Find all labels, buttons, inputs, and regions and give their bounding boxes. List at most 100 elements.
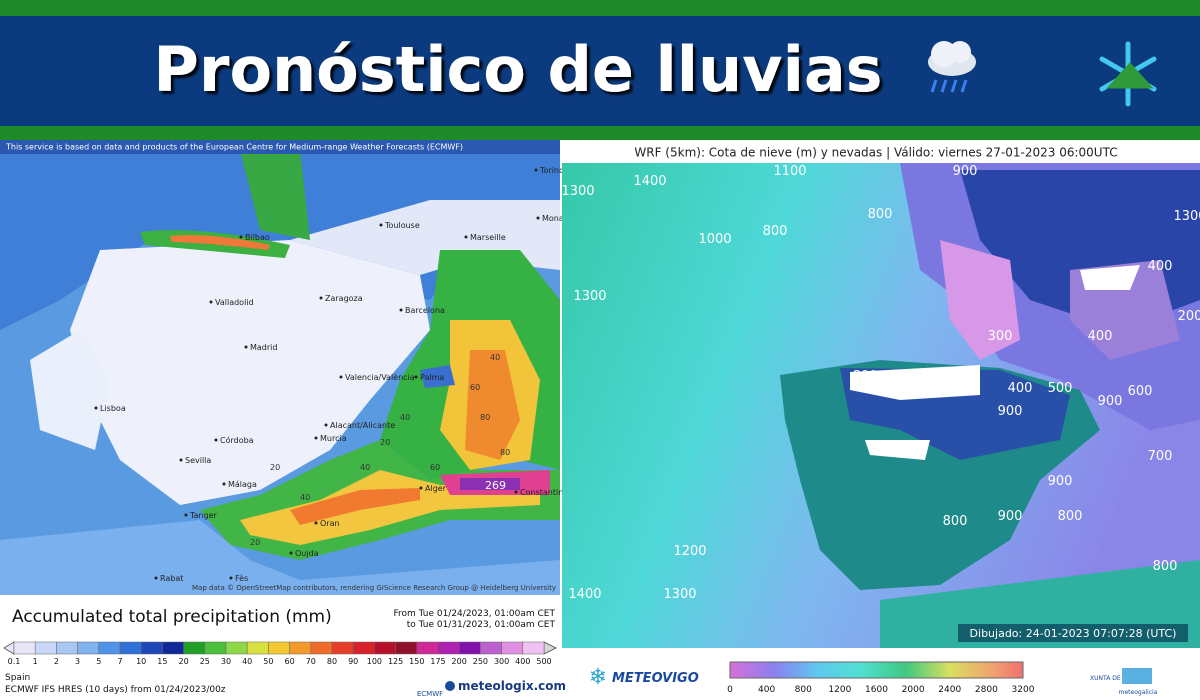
city-dot [379,223,383,227]
contour-label: 1300 [573,289,606,304]
scale-label: 150 [409,657,424,666]
contour-label: 400 [1148,259,1173,274]
contour-label: 60 [430,463,440,472]
scale-label: 300 [494,657,509,666]
contour-label: 1200 [673,544,706,559]
scale-label: 5 [96,657,101,666]
city-dot [514,490,518,494]
contour-label: 1400 [633,174,666,189]
contour-label: 900 [1048,474,1073,489]
city-dot [414,375,418,379]
city-dot [229,576,233,580]
color-swatch [98,641,121,655]
scale-label: 250 [473,657,488,666]
scale-label: 25 [200,657,210,666]
city-dot [399,308,403,312]
color-swatch [34,641,57,655]
city-label: Málaga [228,480,257,489]
color-swatch [119,641,142,655]
scale-label: 80 [327,657,337,666]
color-swatch [246,641,269,655]
city-label: Lisboa [100,404,126,413]
page-title: Pronóstico de lluvias [153,33,882,106]
city-label: Oujda [295,549,319,558]
city-label: Rabat [160,574,183,583]
scale-label: 30 [221,657,231,666]
contour-label: 900 [1098,394,1123,409]
scale-label: 400 [515,657,530,666]
contour-label: 800 [1153,559,1178,574]
city-label: Palma [420,373,444,382]
color-swatch [183,641,206,655]
city-label: Valladolid [215,298,254,307]
contour-label: 300 [988,329,1013,344]
city-dot [339,375,343,379]
scale-label: 0.1 [8,657,21,666]
city-label: Sevilla [185,456,211,465]
city-dot [209,300,213,304]
city-dot [536,216,540,220]
contour-label: 80 [500,448,510,457]
rain-icon [928,41,976,93]
scale-label: 10 [136,657,146,666]
contour-label: 400 [1088,329,1113,344]
city-dot [464,235,468,239]
city-label: Bilbao [245,233,270,242]
logo-dot [445,681,455,691]
right-map: WRF (5km): Cota de nieve (m) y nevadas |… [561,140,1200,650]
contour-label: 800 [763,224,788,239]
scale-label: 400 [758,685,775,695]
meteovigo-logo: METEOVIGO [612,671,699,686]
color-swatch [162,641,184,655]
city-dot [244,345,248,349]
scale-label: 90 [348,657,358,666]
city-label: Torino [539,166,564,175]
scale-label: 1600 [865,685,888,695]
contour-label: 20 [270,463,280,472]
city-dot [314,436,318,440]
contour-label: 20 [250,538,260,547]
scale-label: 15 [157,657,167,666]
contour-label: 500 [1048,381,1073,396]
city-label: Madrid [250,343,277,352]
scale-label: 200 [452,657,467,666]
contour-label: 800 [943,514,968,529]
snow-logo [1099,41,1157,107]
scale-label: 3 [75,657,80,666]
contour-label: 40 [400,413,410,422]
scale-label: 100 [367,657,382,666]
contour-label: 900 [998,404,1023,419]
left-map: This service is based on data and produc… [0,140,573,595]
scale-label: 800 [795,685,812,695]
color-swatch [331,641,354,655]
city-label: Alacant/Alicante [330,421,395,430]
city-dot [289,551,293,555]
city-label: Alger [425,484,447,493]
attribution: Map data © OpenStreetMap contributors, r… [192,584,556,592]
city-label: Constantine [520,488,568,497]
scale-label: 2 [54,657,59,666]
color-swatch [416,641,439,655]
scale-label: 175 [430,657,445,666]
color-swatch [437,641,460,655]
contour-label: 80 [480,413,490,422]
contour-label: 40 [360,463,370,472]
city-dot [154,576,158,580]
scale-label: 500 [536,657,551,666]
city-label: Fès [235,573,248,583]
mg-logo [1122,668,1152,684]
city-label: Tanger [189,511,218,520]
city-label: Oran [320,519,340,528]
scale-label: 60 [285,657,295,666]
contour-label: 60 [470,383,480,392]
color-swatch [77,641,100,655]
meteogalicia-logo: meteogalicia [1119,689,1158,696]
color-swatch [13,641,36,655]
city-label: Barcelona [405,306,445,315]
scale-label: 0 [727,685,733,695]
city-dot [214,438,218,442]
contour-label: 1100 [773,164,806,179]
scale-label: 125 [388,657,403,666]
color-swatch [352,641,375,655]
bar-arrow [3,641,15,655]
